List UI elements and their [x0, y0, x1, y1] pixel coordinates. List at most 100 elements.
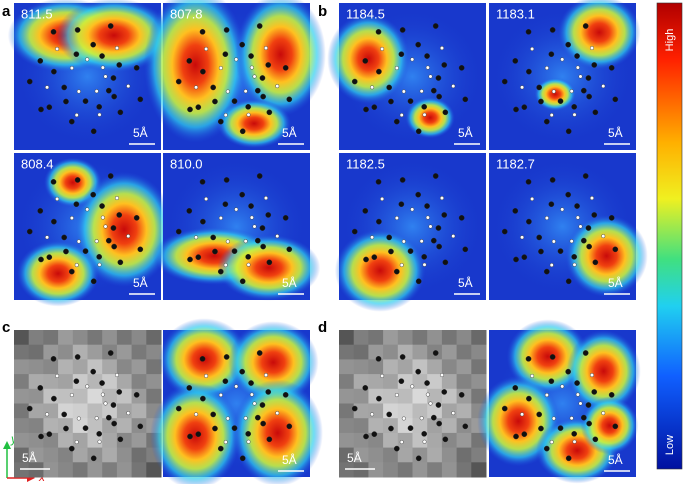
scale-label: 5Å	[133, 275, 148, 290]
atom	[96, 431, 102, 437]
atom	[592, 436, 599, 443]
atom	[73, 378, 80, 384]
atom	[218, 393, 223, 398]
atom	[582, 173, 589, 179]
atom	[282, 65, 289, 71]
atom	[97, 112, 102, 117]
atom	[282, 392, 289, 398]
atom	[401, 416, 406, 421]
atom	[536, 411, 542, 418]
atom	[248, 53, 254, 59]
stm-pixel	[383, 462, 399, 478]
atom	[422, 112, 427, 117]
heatmap-blob	[217, 234, 321, 301]
atom	[239, 455, 246, 462]
atom	[399, 113, 404, 118]
atom	[252, 74, 257, 79]
atom	[46, 104, 53, 110]
atom	[520, 235, 525, 240]
atom	[608, 65, 615, 71]
atom	[204, 46, 209, 51]
stm-pixel	[14, 462, 30, 478]
stm-pixel	[43, 432, 59, 449]
stm-pixel	[353, 344, 369, 360]
image-panel: 5Å	[477, 319, 641, 484]
stm-pixel	[412, 388, 428, 404]
stm-pixel	[412, 403, 428, 419]
atom	[252, 401, 257, 406]
atom	[239, 128, 246, 135]
atom	[106, 414, 112, 421]
stm-pixel	[28, 403, 44, 419]
stm-pixel	[368, 374, 384, 390]
stm-pixel	[87, 330, 103, 346]
atom	[217, 268, 224, 275]
atom	[231, 248, 238, 254]
atom	[548, 378, 555, 384]
atom	[425, 392, 430, 397]
stm-pixel	[427, 374, 443, 390]
atom	[263, 373, 268, 378]
atom	[103, 401, 108, 406]
atom	[370, 412, 375, 417]
stm-pixel	[397, 374, 413, 390]
atom	[46, 254, 53, 260]
atom	[243, 89, 248, 94]
stm-pixel	[43, 447, 59, 463]
atom	[26, 228, 33, 235]
stm-pixel	[146, 344, 162, 360]
stm-pixel	[383, 432, 399, 449]
atom	[90, 41, 96, 48]
atom	[223, 263, 228, 268]
atom	[38, 433, 44, 440]
atom	[401, 89, 406, 94]
atom	[421, 104, 427, 110]
atom	[275, 84, 280, 89]
atom	[363, 106, 369, 113]
atom	[512, 385, 519, 391]
stm-pixel	[383, 374, 399, 390]
atom	[223, 354, 230, 360]
atom	[200, 218, 206, 225]
atom	[557, 248, 564, 254]
atom	[560, 384, 565, 389]
stm-pixel	[58, 344, 74, 360]
atom	[380, 196, 385, 201]
stm-pixel	[43, 418, 59, 434]
stm-pixel	[116, 344, 133, 360]
stm-pixel	[397, 403, 413, 419]
atom	[458, 215, 465, 221]
atom	[521, 431, 528, 437]
atom	[74, 263, 79, 268]
stm-pixel	[368, 418, 384, 434]
atom	[223, 177, 230, 183]
atom	[90, 368, 96, 375]
atom	[565, 278, 572, 285]
atom	[186, 208, 193, 214]
atom	[266, 109, 273, 116]
atom	[76, 239, 81, 244]
atom	[386, 84, 392, 91]
atom	[187, 106, 193, 113]
atom	[199, 356, 206, 362]
stm-pixel	[131, 374, 147, 390]
stm-pixel	[353, 330, 369, 346]
atom	[55, 373, 60, 378]
stm-pixel	[14, 447, 30, 463]
stm-pixel	[353, 403, 369, 419]
atom	[512, 208, 519, 214]
atom	[538, 98, 544, 105]
atom	[415, 278, 422, 285]
stm-pixel	[14, 403, 30, 419]
stm-pixel	[58, 432, 74, 449]
atom	[388, 425, 394, 432]
atom	[581, 237, 587, 244]
atom	[217, 118, 224, 125]
atom	[462, 423, 469, 430]
stm-pixel	[368, 462, 384, 478]
atom	[223, 440, 228, 445]
atom	[362, 208, 369, 214]
atom	[239, 278, 246, 285]
atom	[286, 246, 293, 253]
atom	[601, 84, 606, 89]
